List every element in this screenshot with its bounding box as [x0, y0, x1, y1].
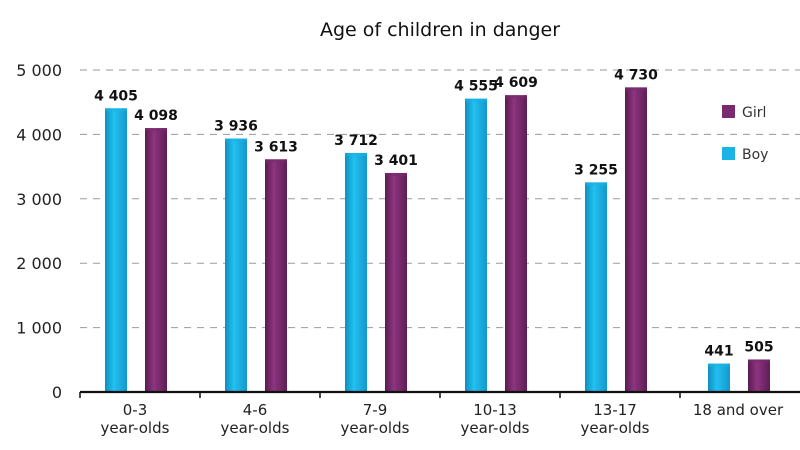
x-axis [79, 390, 800, 398]
bar-girl [385, 172, 407, 392]
data-label-girl: 4 730 [614, 67, 658, 83]
data-labels-layer: 4 405 3 936 3 712 4 555 3 255 441 4 098 3 613 3 … [94, 67, 774, 359]
y-axis: 0 1 000 2 000 3 000 4 000 5 000 [16, 61, 62, 402]
legend-swatch [722, 105, 735, 118]
bar-boy [105, 108, 127, 393]
data-label-boy: 3 712 [334, 133, 378, 149]
bar-girl [265, 159, 287, 392]
data-label-girl: 3 613 [254, 139, 298, 155]
x-tick-label: 0-3 year-olds [101, 401, 170, 437]
data-label-girl: 4 609 [494, 75, 538, 91]
bar-boy [225, 138, 247, 392]
data-label-girl: 3 401 [374, 153, 418, 169]
y-tick-label: 0 [52, 383, 62, 402]
data-label-boy: 3 936 [214, 119, 258, 135]
bar-boy [708, 363, 730, 392]
x-tick-labels: 0-3 year-olds 4-6 year-olds 7-9 year-olds 10-1… [101, 401, 784, 437]
legend-swatch [722, 147, 735, 160]
data-label-boy: 3 255 [574, 162, 618, 178]
bar-boy [345, 152, 367, 392]
x-tick-label: 18 and over [693, 401, 784, 419]
data-label-boy: 4 405 [94, 88, 138, 104]
y-tick-label: 5 000 [16, 61, 62, 80]
x-tick-label: 4-6 year-olds [221, 401, 290, 437]
bar-girl [748, 359, 770, 392]
legend-label: Girl [742, 105, 766, 121]
x-tick-label: 7-9 year-olds [341, 401, 410, 437]
legend-item-boy: Boy [722, 147, 768, 163]
x-tick-label: 13-17 year-olds [581, 401, 650, 437]
bar-boy [465, 98, 487, 393]
bar-girl [505, 95, 527, 393]
y-tick-label: 1 000 [16, 319, 62, 338]
data-label-girl: 4 098 [134, 108, 178, 124]
y-tick-label: 2 000 [16, 254, 62, 273]
y-tick-label: 3 000 [16, 190, 62, 209]
legend-label: Boy [742, 147, 768, 163]
data-label-girl: 505 [744, 339, 773, 355]
bars-layer [105, 87, 770, 393]
legend-item-girl: Girl [722, 105, 766, 121]
x-tick-label: 10-13 year-olds [461, 401, 530, 437]
data-label-boy: 4 555 [454, 79, 498, 95]
y-tick-label: 4 000 [16, 125, 62, 144]
legend: Girl Boy [722, 105, 768, 163]
grid-layer [80, 69, 800, 329]
bar-girl [145, 128, 167, 392]
data-label-boy: 441 [704, 344, 733, 360]
chart-title: Age of children in danger [320, 19, 560, 41]
bar-girl [625, 87, 647, 392]
bar-boy [585, 182, 607, 392]
